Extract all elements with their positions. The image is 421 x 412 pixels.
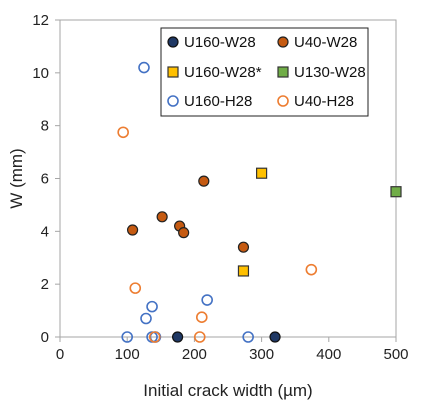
series-u130-w28: [390, 186, 402, 198]
legend-item: U160-H28: [167, 93, 252, 110]
point-u160-h28: [140, 312, 152, 325]
legend-label: U160-W28: [184, 34, 256, 51]
series-u160-w28: [237, 167, 268, 277]
y-tick-label: 4: [41, 223, 49, 240]
legend-item: U40-W28: [277, 34, 357, 51]
point-u40-w28: [237, 241, 250, 253]
x-tick-label: 100: [115, 346, 140, 363]
point-u40-w28: [198, 175, 210, 187]
point-u130-w28: [390, 186, 402, 198]
legend-marker: [277, 36, 289, 48]
point-u40-h28: [195, 311, 208, 323]
point-u160-w28: [256, 167, 268, 179]
y-tick-label: 10: [32, 65, 49, 82]
y-tick-label: 2: [41, 276, 49, 293]
x-tick-label: 0: [56, 346, 64, 363]
legend-box: [160, 27, 369, 117]
y-axis: 0 2 4 6 8 10 12: [32, 12, 60, 346]
point-u160-h28: [138, 61, 150, 74]
legend-marker: [277, 95, 289, 107]
point-u160-w28: [269, 331, 281, 343]
legend-item: U160-W28: [167, 34, 256, 51]
point-u40-h28: [305, 263, 318, 276]
x-axis: 0 100 200 300 400 500: [56, 337, 409, 363]
point-u160-h28: [146, 300, 158, 313]
legend-label: U40-H28: [294, 93, 354, 110]
data-points: [117, 61, 402, 343]
legend-label: U160-H28: [184, 93, 252, 110]
legend-label: U130-W28: [294, 64, 366, 81]
point-u160-h28: [201, 294, 213, 306]
point-u40-w28: [156, 211, 168, 223]
point-u160-h28: [242, 331, 254, 343]
y-tick-label: 8: [41, 118, 49, 135]
x-tick-label: 500: [383, 346, 408, 363]
legend: U160-W28 U40-W28 U160-W28* U130-W28 U160-H28…: [160, 27, 369, 117]
legend-item: U40-H28: [277, 93, 354, 110]
point-u160-h28: [121, 331, 133, 343]
y-tick-label: 0: [41, 329, 49, 346]
point-u40-h28: [148, 331, 161, 343]
x-tick-label: 200: [182, 346, 207, 363]
x-axis-label: Initial crack width (µm): [143, 381, 312, 400]
legend-marker: [167, 66, 179, 78]
point-u40-h28: [193, 331, 206, 343]
y-tick-label: 6: [41, 171, 49, 188]
y-axis-label: W (mm): [7, 148, 26, 208]
y-tick-label: 12: [32, 12, 49, 29]
x-tick-label: 300: [249, 346, 274, 363]
point-u40-h28: [129, 282, 142, 294]
legend-marker: [167, 36, 179, 48]
legend-label: U160-W28*: [184, 64, 262, 81]
legend-marker: [277, 66, 289, 78]
series-u160-w28: [172, 331, 281, 343]
series-u40-h28: [117, 126, 318, 343]
legend-item: U160-W28*: [167, 64, 262, 81]
legend-marker: [167, 95, 179, 107]
legend-item: U130-W28: [277, 64, 366, 81]
point-u40-h28: [117, 126, 129, 139]
point-u160-w28: [237, 265, 250, 277]
x-tick-label: 400: [316, 346, 341, 363]
series-u40-w28: [126, 175, 250, 253]
point-u40-w28: [126, 224, 139, 236]
point-u40-w28: [178, 227, 190, 239]
legend-label: U40-W28: [294, 34, 357, 51]
point-u160-w28: [172, 331, 184, 343]
